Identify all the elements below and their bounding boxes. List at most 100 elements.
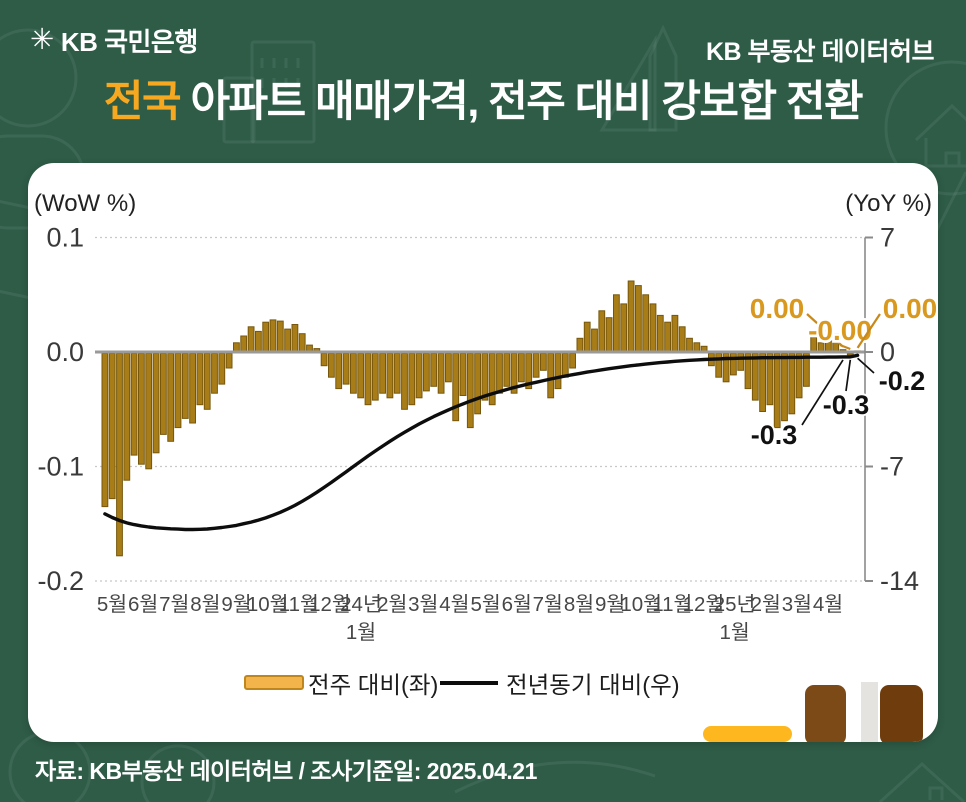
- bar: [788, 353, 796, 415]
- yoy-line: [103, 353, 860, 532]
- bar: [664, 321, 672, 353]
- bar: [554, 353, 562, 390]
- annotation-leader: [856, 313, 881, 349]
- bar: [540, 353, 547, 371]
- bar: [598, 310, 606, 353]
- bar: [445, 353, 452, 383]
- right-axis-unit: (YoY %): [845, 190, 932, 217]
- legend-bar-swatch: [244, 675, 304, 690]
- x-tick-label: 7월: [159, 593, 189, 616]
- bar: [466, 353, 474, 429]
- annotation-leader: [806, 313, 844, 348]
- annotation-leader: [845, 359, 852, 392]
- bar: [401, 353, 408, 410]
- x-tick-label: 10월: [247, 593, 289, 616]
- x-tick-label: 12월: [683, 593, 725, 616]
- right-axis-tick: -14: [880, 566, 919, 596]
- decor-gray-bar: [861, 682, 878, 742]
- bar: [298, 333, 306, 353]
- x-tick-label: 2월: [377, 593, 407, 616]
- title-rest: 아파트 매매가격, 전주 대비 강보합 전환: [180, 78, 863, 126]
- bar: [627, 280, 635, 353]
- bar: [430, 353, 438, 387]
- x-tick-label: 9월: [595, 593, 625, 616]
- bar: [357, 353, 365, 399]
- x-tick-label: 3월: [408, 593, 438, 616]
- bars-series: [101, 280, 862, 557]
- bar: [605, 317, 613, 353]
- line-annotation-label: -0.3: [751, 420, 798, 450]
- x-tick-label: 5월: [470, 593, 500, 616]
- bar: [561, 353, 569, 378]
- bar: [751, 353, 759, 401]
- bar: [203, 353, 211, 410]
- bar: [152, 353, 160, 454]
- bar: [773, 353, 781, 429]
- left-axis-tick: -0.2: [37, 566, 84, 596]
- bar: [408, 353, 416, 406]
- bar: [269, 319, 277, 353]
- bar: [116, 353, 123, 557]
- left-axis-tick: 0.0: [46, 337, 84, 367]
- bar: [795, 353, 803, 399]
- bar: [715, 353, 723, 378]
- bar: [613, 294, 620, 353]
- decor-brown-block-2: [880, 685, 923, 742]
- bar: [393, 353, 401, 394]
- x-tick-label: 3월: [782, 593, 812, 616]
- bar: [320, 353, 328, 367]
- bar: [247, 326, 255, 353]
- bar: [174, 353, 182, 429]
- bar: [671, 314, 679, 353]
- bar-annotation-label: 0.00: [750, 293, 805, 324]
- x-tick-label: 11월: [652, 593, 692, 616]
- bar: [576, 337, 584, 353]
- kb-star-icon: ✳: [30, 24, 54, 56]
- bar: [108, 353, 116, 500]
- bar: [642, 294, 650, 353]
- bar: [532, 353, 540, 378]
- bar: [686, 337, 693, 353]
- bar: [130, 353, 138, 456]
- annotation-leader: [857, 357, 875, 374]
- bar: [649, 303, 657, 353]
- x-tick-label: 6월: [502, 593, 532, 616]
- bar: [211, 353, 218, 394]
- left-axis-tick: 0.1: [46, 223, 84, 253]
- bar: [423, 353, 430, 392]
- bar: [583, 321, 591, 353]
- x-tick-label: 4월: [813, 593, 843, 616]
- bar: [364, 353, 372, 406]
- bar: [379, 353, 387, 394]
- datahub-label: KB 부동산 데이터허브: [705, 38, 935, 66]
- bar: [678, 326, 686, 353]
- x-tick-label: 5월: [97, 593, 127, 616]
- x-tick-label: 8월: [564, 593, 594, 616]
- x-tick-label: 8월: [190, 593, 220, 616]
- bar: [255, 330, 262, 353]
- bar: [145, 353, 153, 470]
- bar: [240, 335, 248, 353]
- x-tick-label: 6월: [128, 593, 158, 616]
- x-tick-sublabel: 1월: [346, 621, 376, 644]
- gridlines: [95, 236, 873, 582]
- title-highlight: 전국: [103, 78, 182, 126]
- bar: [437, 353, 445, 394]
- bar: [167, 353, 175, 442]
- annotation-leader: [801, 359, 844, 426]
- bar-annotation-label: 0.00: [883, 293, 938, 324]
- bar: [846, 353, 854, 356]
- bar: [386, 353, 394, 399]
- bar: [189, 353, 196, 424]
- bar: [474, 353, 482, 415]
- bar: [342, 353, 350, 385]
- bar: [656, 314, 664, 353]
- axis-labels: 0.1 70.0 0-0.1 -7-0.2 -14(WoW %) (YoY %): [34, 190, 932, 596]
- x-tick-label: 4월: [439, 593, 469, 616]
- annotation-leader: [839, 343, 851, 351]
- bar: [291, 324, 299, 353]
- x-tick-label: 24년: [340, 593, 382, 616]
- bar: [781, 353, 788, 422]
- x-tick-label: 9월: [221, 593, 251, 616]
